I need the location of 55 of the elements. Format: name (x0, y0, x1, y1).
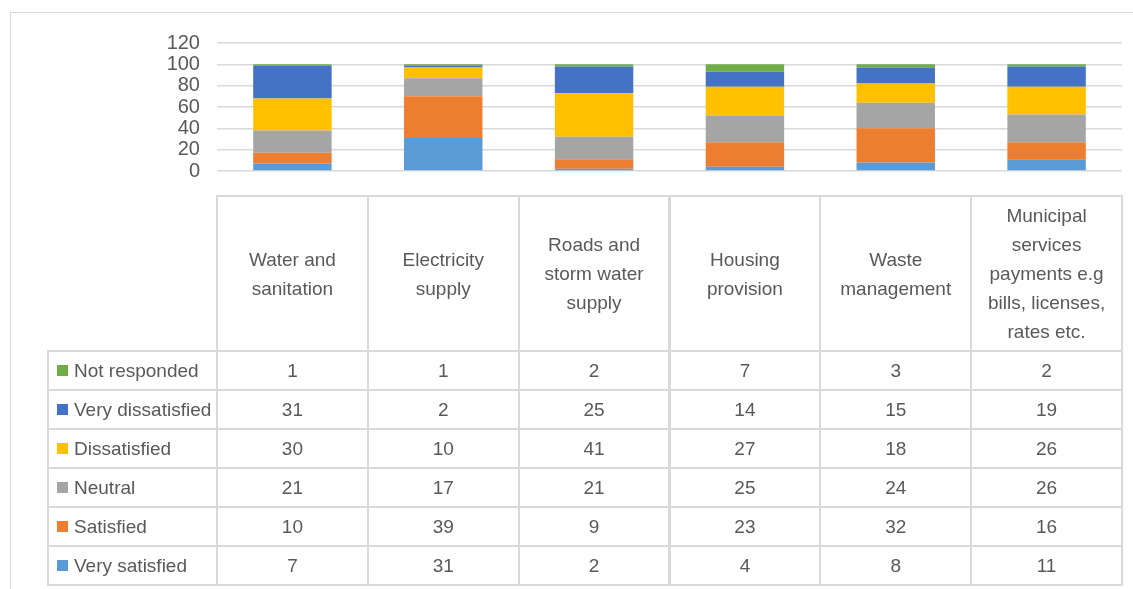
x-tick-label: Waste management (839, 247, 953, 301)
x-tick-label: Housing provision (705, 247, 784, 301)
x-tick-label: Water and sanitation (247, 247, 337, 301)
data-label: 2 (1041, 359, 1052, 382)
legend-label: Very satisfied (74, 554, 187, 577)
data-label: 31 (281, 398, 303, 421)
data-label: 10 (432, 437, 454, 460)
legend-label: Dissatisfied (74, 437, 172, 460)
x-tick-label: Roads and storm water supply (543, 233, 645, 315)
data-label: 3 (890, 359, 902, 382)
data-label: 25 (583, 398, 605, 421)
y-tick-label: 120 (166, 30, 200, 53)
data-label: 11 (1036, 554, 1057, 577)
y-tick-label: 60 (177, 94, 200, 117)
data-label: 10 (281, 515, 303, 538)
legend-label: Very dissatisfied (74, 398, 212, 421)
data-label: 2 (588, 359, 600, 382)
legend-label: Not responded (74, 359, 199, 382)
data-label: 2 (588, 554, 600, 577)
data-label: 7 (739, 359, 751, 382)
data-label: 27 (734, 437, 756, 460)
data-label: 18 (885, 437, 907, 460)
data-label: 31 (432, 554, 454, 577)
y-tick-label: 20 (177, 137, 200, 160)
data-label: 39 (432, 515, 454, 538)
y-tick-label: 100 (166, 51, 200, 74)
data-label: 21 (281, 476, 303, 499)
data-label: 17 (432, 476, 454, 499)
legend-label: Satisfied (74, 515, 147, 538)
y-tick-label: 80 (177, 73, 200, 96)
x-tick-label: Electricity supply (401, 247, 485, 301)
x-tick-label: Municipal services payments e.g bills, licenses, rates etc. (986, 204, 1107, 344)
data-label: 41 (583, 437, 605, 460)
data-label: 7 (287, 554, 298, 577)
data-label: 23 (734, 515, 756, 538)
data-label: 15 (885, 398, 907, 421)
legend-label: Neutral (74, 476, 136, 499)
data-label: 1 (287, 359, 298, 382)
data-label: 24 (885, 476, 907, 499)
data-label: 26 (1036, 476, 1058, 499)
data-label: 16 (1036, 515, 1058, 538)
data-label: 21 (583, 476, 605, 499)
y-tick-label: 0 (188, 158, 200, 181)
data-label: 25 (734, 476, 756, 499)
data-label: 8 (890, 554, 902, 577)
data-label: 9 (588, 515, 600, 538)
data-label: 19 (1036, 398, 1058, 421)
data-label: 14 (734, 398, 756, 421)
data-label: 30 (281, 437, 303, 460)
data-label: 26 (1036, 437, 1058, 460)
data-label: 2 (437, 398, 449, 421)
data-label: 1 (437, 359, 449, 382)
data-label: 32 (885, 515, 907, 538)
data-label: 4 (739, 554, 751, 577)
y-tick-label: 40 (177, 115, 200, 138)
